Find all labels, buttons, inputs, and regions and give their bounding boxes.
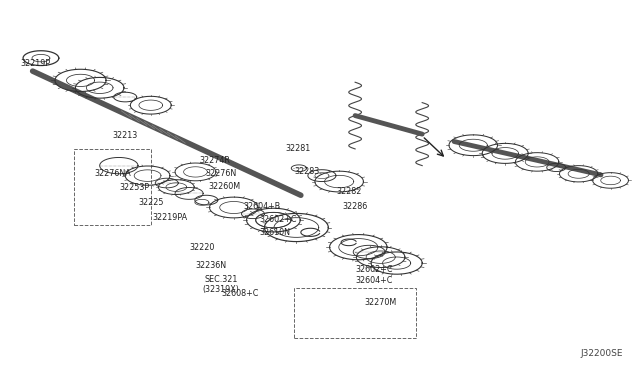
Text: 32276NA: 32276NA: [94, 169, 131, 177]
Text: 32253P: 32253P: [120, 183, 150, 192]
Text: 32602+C: 32602+C: [260, 215, 297, 224]
Text: 32604+B: 32604+B: [244, 202, 281, 211]
Text: 32219PA: 32219PA: [152, 213, 188, 222]
Text: 32283: 32283: [294, 167, 320, 176]
Text: 32213: 32213: [113, 131, 138, 141]
Text: SEC.321
(32319X): SEC.321 (32319X): [203, 275, 239, 294]
Text: 32281: 32281: [285, 144, 310, 153]
Text: 32602+C: 32602+C: [356, 265, 393, 274]
Text: 32274R: 32274R: [199, 155, 230, 164]
Text: J32200SE: J32200SE: [581, 349, 623, 358]
Text: 32260M: 32260M: [208, 182, 240, 190]
Text: 32270M: 32270M: [365, 298, 397, 307]
Text: 32276N: 32276N: [205, 169, 237, 177]
Text: 32220: 32220: [189, 243, 214, 251]
Text: 32225: 32225: [138, 198, 163, 207]
Text: 32286: 32286: [342, 202, 368, 211]
Text: 32236N: 32236N: [196, 261, 227, 270]
Text: 32282: 32282: [336, 187, 362, 196]
Text: 32604+C: 32604+C: [356, 276, 393, 285]
Text: 32610N: 32610N: [260, 228, 291, 237]
Text: 32608+C: 32608+C: [221, 289, 259, 298]
Text: 32219P: 32219P: [20, 59, 51, 68]
